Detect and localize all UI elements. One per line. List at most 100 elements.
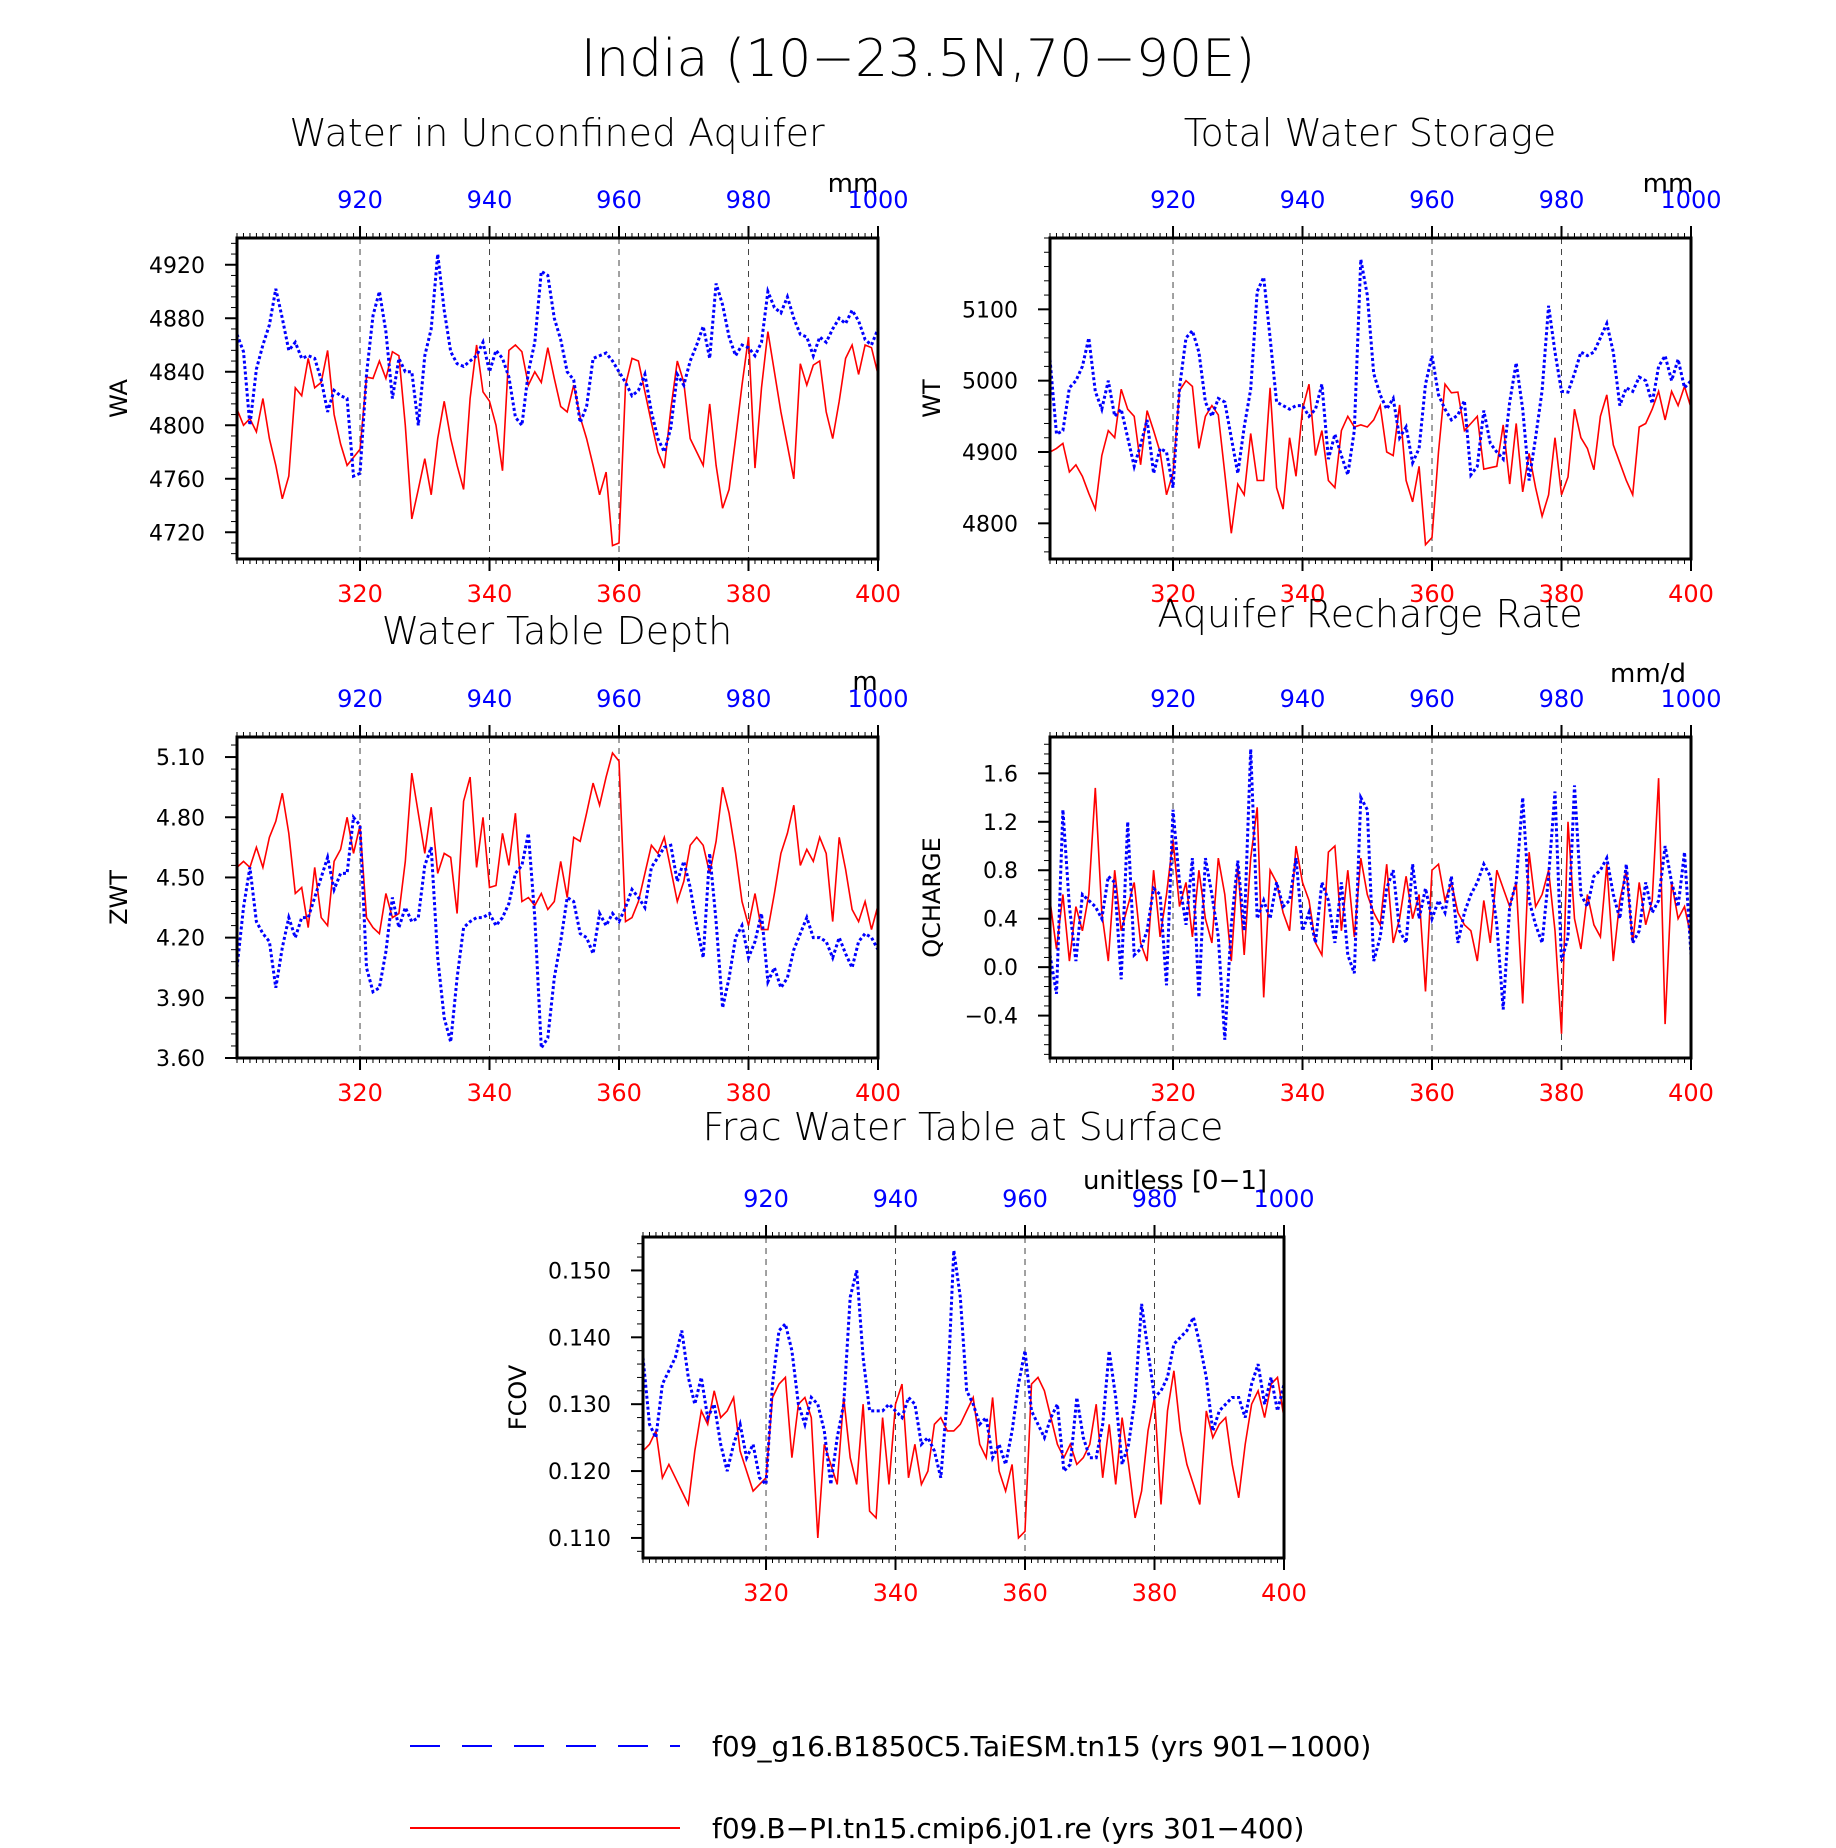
plot-frame xyxy=(235,236,880,561)
y-tick-label: 0.0 xyxy=(983,956,1018,981)
series-line-taiesm xyxy=(643,1250,1284,1488)
y-tick-label: 4800 xyxy=(962,512,1018,537)
y-axis-label: WA xyxy=(105,379,133,418)
x-tick-label-bottom: 380 xyxy=(1539,1079,1585,1107)
x-tick-label-bottom: 400 xyxy=(1261,1579,1307,1607)
y-tick-label: 3.90 xyxy=(156,987,205,1012)
x-tick-label-bottom: 340 xyxy=(1280,1079,1326,1107)
panel-water-table-depth: Water Table Depth m ZWT 320 340 360 380 400 9… xyxy=(105,609,909,1107)
x-tick-label-bottom: 360 xyxy=(596,580,642,608)
x-tick-label-bottom: 320 xyxy=(1150,580,1196,608)
x-tick-label-bottom: 360 xyxy=(1409,1079,1455,1107)
x-tick-label-top: 980 xyxy=(726,685,772,713)
x-tick-label-bottom: 400 xyxy=(1668,1079,1714,1107)
x-tick-label-bottom: 380 xyxy=(1132,1579,1178,1607)
y-tick-label: 0.140 xyxy=(548,1326,611,1351)
y-tick-label: 5.10 xyxy=(156,746,205,771)
x-tick-label-top: 980 xyxy=(726,186,772,214)
x-tick-label-top: 980 xyxy=(1539,685,1585,713)
y-tick-label: 4840 xyxy=(149,361,205,386)
series-line-taiesm xyxy=(1050,749,1691,1040)
panel-title: Water in Unconfined Aquifer xyxy=(289,111,825,155)
series-line-pi xyxy=(1050,379,1691,547)
x-tick-label-top: 920 xyxy=(1150,186,1196,214)
panel-title: Aquifer Recharge Rate xyxy=(1157,592,1582,636)
x-tick-label-bottom: 340 xyxy=(1280,580,1326,608)
x-tick-label-top: 920 xyxy=(743,1185,789,1213)
x-tick-label-top: 1000 xyxy=(847,186,908,214)
x-tick-label-bottom: 380 xyxy=(726,1079,772,1107)
y-tick-label: 4.20 xyxy=(156,927,205,952)
y-axis-label: FCOV xyxy=(504,1364,532,1430)
x-tick-label-top: 960 xyxy=(596,685,642,713)
y-axis-label: QCHARGE xyxy=(918,837,946,958)
x-tick-label-top: 940 xyxy=(467,186,513,214)
series-line-taiesm xyxy=(1050,259,1691,488)
x-tick-label-bottom: 320 xyxy=(337,580,383,608)
y-tick-label: 3.60 xyxy=(156,1047,205,1072)
x-tick-label-top: 1000 xyxy=(1660,186,1721,214)
y-tick-label: 0.120 xyxy=(548,1460,611,1485)
panel-frac-water-table-at-surface: Frac Water Table at Surface unitless [0−… xyxy=(504,1105,1315,1607)
figure-title: India (10−23.5N,70−90E) xyxy=(581,29,1255,89)
units-label: unitless [0−1] xyxy=(1083,1166,1267,1196)
y-tick-label: 4760 xyxy=(149,468,205,493)
x-tick-label-top: 920 xyxy=(337,186,383,214)
units-label: mm/d xyxy=(1610,659,1686,689)
x-tick-label-top: 1000 xyxy=(1660,685,1721,713)
y-tick-label: 1.6 xyxy=(983,762,1018,787)
x-tick-label-bottom: 340 xyxy=(467,580,513,608)
units-label: mm xyxy=(828,169,879,199)
y-tick-label: 0.110 xyxy=(548,1527,611,1552)
x-tick-label-top: 980 xyxy=(1132,1185,1178,1213)
x-tick-label-top: 920 xyxy=(1150,685,1196,713)
y-tick-label: 0.130 xyxy=(548,1393,611,1418)
x-tick-label-bottom: 320 xyxy=(337,1079,383,1107)
x-tick-label-bottom: 360 xyxy=(1002,1579,1048,1607)
series-line-pi xyxy=(237,331,878,547)
x-tick-label-top: 960 xyxy=(1409,685,1455,713)
y-tick-label: 1.2 xyxy=(983,811,1018,836)
x-tick-label-bottom: 340 xyxy=(873,1579,919,1607)
panel-total-water-storage: Total Water Storage mm WT 320 340 360 380 40… xyxy=(918,111,1722,608)
series-line-taiesm xyxy=(237,813,878,1053)
plot-frame xyxy=(235,735,880,1060)
plot-frame xyxy=(1048,735,1693,1060)
y-tick-label: 4900 xyxy=(962,441,1018,466)
plot-frame xyxy=(1048,236,1693,561)
y-tick-label: 4880 xyxy=(149,307,205,332)
series-line-pi xyxy=(1050,778,1691,1034)
x-tick-label-top: 940 xyxy=(1280,186,1326,214)
x-tick-label-bottom: 360 xyxy=(596,1079,642,1107)
x-tick-label-bottom: 380 xyxy=(726,580,772,608)
y-tick-label: 4.80 xyxy=(156,806,205,831)
y-tick-label: 0.150 xyxy=(548,1259,611,1284)
units-label: mm xyxy=(1643,169,1694,199)
x-tick-label-bottom: 400 xyxy=(1668,580,1714,608)
x-tick-label-top: 940 xyxy=(873,1185,919,1213)
y-tick-label: 0.4 xyxy=(983,908,1018,933)
series-line-pi xyxy=(237,751,878,936)
panel-water-in-unconfined-aquifer: Water in Unconfined Aquifer mm WA 320 340… xyxy=(105,111,909,608)
x-tick-label-top: 960 xyxy=(1002,1185,1048,1213)
x-tick-label-bottom: 340 xyxy=(467,1079,513,1107)
y-tick-label: −0.4 xyxy=(965,1005,1018,1030)
panel-aquifer-recharge-rate: Aquifer Recharge Rate mm/d QCHARGE 320 34… xyxy=(918,592,1722,1107)
y-tick-label: 0.8 xyxy=(983,859,1018,884)
x-tick-label-top: 980 xyxy=(1539,186,1585,214)
y-tick-label: 5000 xyxy=(962,370,1018,395)
y-tick-label: 4800 xyxy=(149,414,205,439)
x-tick-label-top: 940 xyxy=(467,685,513,713)
units-label: m xyxy=(852,667,877,697)
x-tick-label-top: 1000 xyxy=(1253,1185,1314,1213)
panel-title: Frac Water Table at Surface xyxy=(703,1105,1224,1149)
x-tick-label-bottom: 320 xyxy=(1150,1079,1196,1107)
series-line-pi xyxy=(643,1370,1284,1540)
x-tick-label-bottom: 400 xyxy=(855,1079,901,1107)
y-tick-label: 5100 xyxy=(962,298,1018,323)
plot-frame xyxy=(641,1235,1286,1560)
series-line-taiesm xyxy=(237,253,878,479)
legend-label-pi: f09.B−PI.tn15.cmip6.j01.re (yrs 301−400) xyxy=(712,1812,1304,1845)
x-tick-label-top: 960 xyxy=(596,186,642,214)
